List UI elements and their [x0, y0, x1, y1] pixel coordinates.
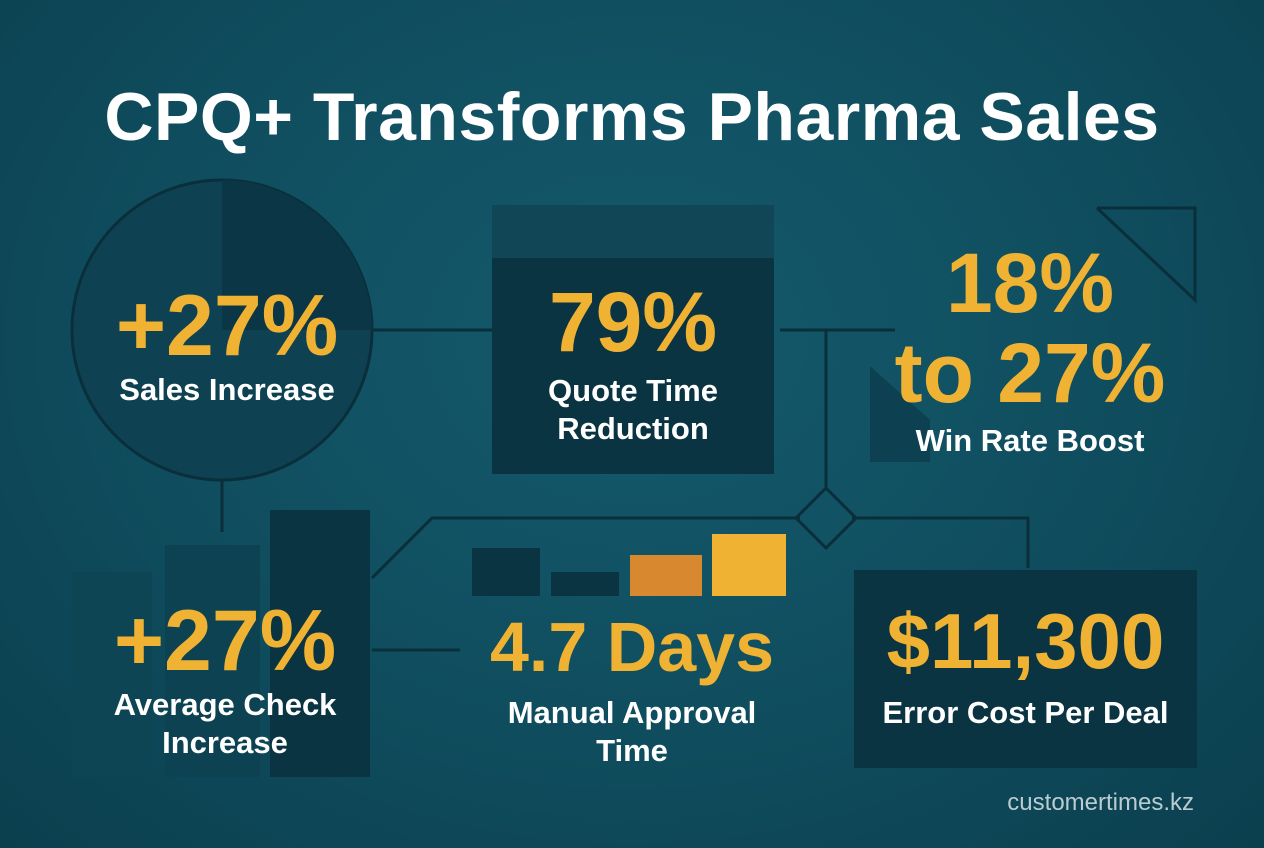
metric-sales-label: Sales Increase [119, 372, 335, 407]
metric-error-label: Error Cost Per Deal [882, 695, 1169, 730]
metric-winrate-value-line1: 18% [945, 236, 1115, 330]
page-title: CPQ+ Transforms Pharma Sales [104, 79, 1160, 155]
metric-error: $11,300 Error Cost Per Deal [854, 602, 1197, 732]
connector-lines [220, 328, 1030, 652]
quote-panel [492, 258, 774, 474]
metric-quote: 79% Quote Time Reduction [492, 280, 774, 448]
quote-panel-back [492, 205, 774, 265]
error-panel [854, 570, 1197, 768]
metric-approval-label-line2: Time [596, 733, 668, 768]
metric-winrate-value-line2: to 27% [894, 326, 1166, 420]
metric-error-value: $11,300 [886, 597, 1165, 685]
metric-check-label-line1: Average Check [113, 687, 337, 722]
mini-bar-2 [551, 572, 619, 596]
metric-check: +27% Average Check Increase [80, 598, 370, 762]
metric-approval: 4.7 Days Manual Approval Time [462, 612, 802, 770]
metric-quote-label-line2: Reduction [557, 411, 709, 446]
metric-quote-value: 79% [548, 275, 718, 369]
metric-sales-value: +27% [115, 278, 339, 374]
diamond-shape [793, 485, 859, 551]
mini-bar-1 [472, 548, 540, 596]
footer-website: customertimes.kz [1007, 789, 1194, 816]
triangle-fill [870, 366, 930, 462]
metric-check-label-line2: Increase [162, 725, 288, 760]
mini-bar-4 [712, 534, 786, 596]
metric-approval-label-line1: Manual Approval [507, 695, 757, 730]
metric-quote-label-line1: Quote Time [548, 373, 718, 408]
metric-check-value: +27% [113, 593, 337, 689]
metric-approval-value: 4.7 Days [489, 608, 775, 686]
mini-bar-3 [630, 555, 702, 596]
metric-winrate-label: Win Rate Boost [915, 423, 1145, 458]
triangle-outline [1095, 206, 1197, 304]
metric-winrate: 18% to 27% Win Rate Boost [880, 238, 1180, 460]
metric-sales: +27% Sales Increase [82, 283, 372, 409]
